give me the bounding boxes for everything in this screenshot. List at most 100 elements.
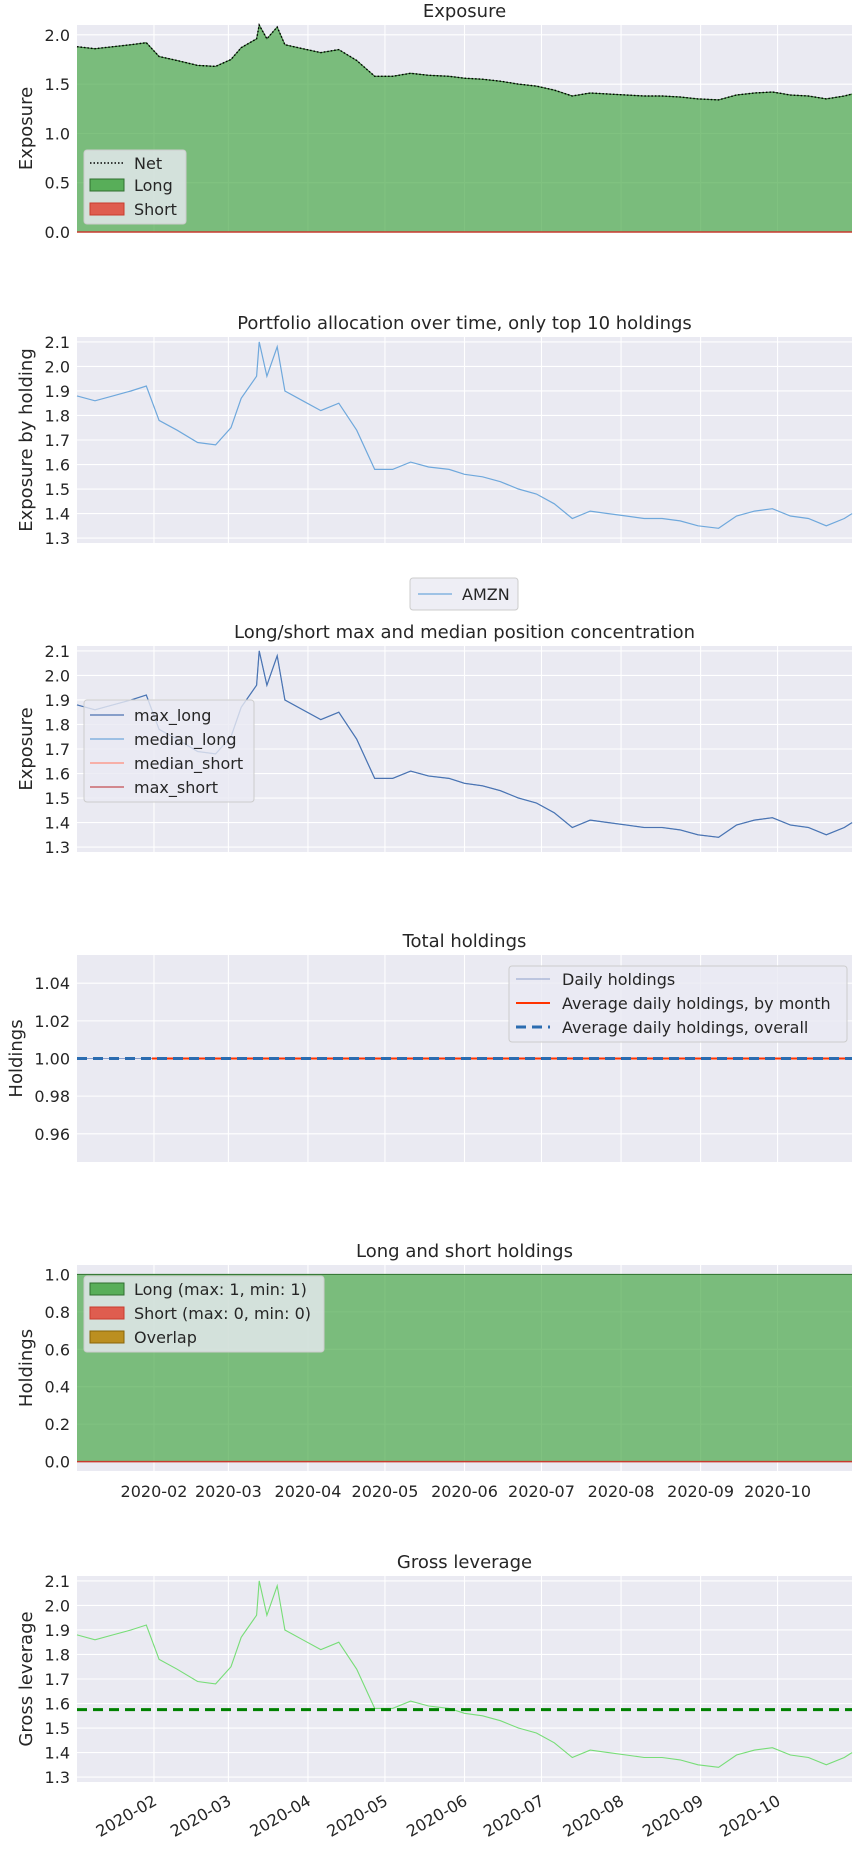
long_short_holdings-ytick-label: 0.2	[45, 1415, 70, 1434]
gross-leverage-xtick-label: 2020-04	[247, 1791, 314, 1841]
long_short_holdings-title: Long and short holdings	[356, 1241, 573, 1262]
total_holdings-axes: 0.96 0.98 1.00 1.02 1.04 Total holdings Holdin…	[6, 931, 852, 1162]
gross_leverage-ytick-label: 2.0	[45, 1596, 70, 1615]
gross-leverage-xtick-label: 2020-03	[167, 1791, 234, 1841]
long-short-xtick-label: 2020-07	[508, 1482, 575, 1501]
legend-total-holdings-label: Average daily holdings, by month	[562, 994, 831, 1013]
gross_leverage-ytick-label: 1.3	[45, 1768, 70, 1787]
long-short-xtick-label: 2020-10	[744, 1482, 811, 1501]
concentration-ytick-label: 1.6	[45, 765, 70, 784]
legend-total-holdings-label: Average daily holdings, overall	[562, 1018, 808, 1037]
legend-holdings-swatch	[89, 1282, 125, 1296]
allocation-ytick-label: 1.3	[45, 529, 70, 548]
total_holdings-ytick-label: 1.04	[34, 974, 70, 993]
gross-leverage-line	[76, 1580, 853, 1768]
exposure-axes: 0.0 0.5 1.0 1.5 2.0 Exposure Exposure Net Long Sh…	[16, 1, 853, 242]
allocation-ytick-label: 1.9	[45, 382, 70, 401]
concentration-axes: 1.3 1.4 1.5 1.6 1.7 1.8 1.9 2.0 2.1 Long/short ma…	[16, 622, 853, 857]
legend-long-swatch	[89, 178, 125, 192]
legend-amzn-label: AMZN	[462, 585, 510, 604]
legend-holdings-swatch	[89, 1306, 125, 1320]
legend-short-label: Short	[134, 200, 177, 219]
gross_leverage-ytick-label: 1.7	[45, 1670, 70, 1689]
long-exposure-area	[77, 25, 852, 232]
concentration-legend: max_long median_long median_short max_short	[83, 699, 255, 803]
long-short-xtick-label: 2020-06	[431, 1482, 498, 1501]
gross-leverage-xtick-label: 2020-07	[480, 1791, 547, 1841]
concentration-ytick-label: 1.3	[45, 838, 70, 857]
gross-leverage-xtick-label: 2020-10	[716, 1791, 783, 1841]
long_short_holdings-ytick-label: 0.8	[45, 1303, 70, 1322]
legend-max_short-label: max_short	[134, 778, 218, 798]
allocation-ytick-label: 2.0	[45, 357, 70, 376]
long_short_holdings-ytick-label: 0.4	[45, 1378, 70, 1397]
gross_leverage-title: Gross leverage	[397, 1552, 532, 1573]
exposure-title: Exposure	[423, 1, 506, 22]
exposure-ylabel: Exposure	[16, 87, 37, 170]
legend-box	[83, 699, 255, 803]
allocation-ytick-label: 1.5	[45, 480, 70, 499]
gross_leverage-ylabel: Gross leverage	[16, 1611, 37, 1746]
exposure-ytick-label: 1.0	[45, 124, 70, 143]
long-short-xtick-label: 2020-05	[352, 1482, 419, 1501]
gross_leverage-axes: 1.3 1.4 1.5 1.6 1.7 1.8 1.9 2.0 2.1 Gross leverag…	[16, 1552, 853, 1841]
legend-box	[508, 965, 848, 1043]
gross-leverage-xtick-label: 2020-09	[639, 1791, 706, 1841]
allocation-axes: 1.3 1.4 1.5 1.6 1.7 1.8 1.9 2.0 2.1 Portfolio all…	[16, 313, 853, 611]
allocation-ytick-label: 1.7	[45, 431, 70, 450]
amzn-allocation-line	[76, 341, 853, 529]
allocation-ytick-label: 2.1	[45, 333, 70, 352]
concentration-ylabel: Exposure	[16, 707, 37, 790]
gross_leverage-ytick-label: 1.4	[45, 1744, 70, 1763]
legend-box	[409, 577, 519, 611]
allocation-ytick-label: 1.8	[45, 406, 70, 425]
total_holdings-title: Total holdings	[402, 931, 527, 952]
gross-leverage-xtick-label: 2020-06	[403, 1791, 470, 1841]
total_holdings-ylabel: Holdings	[6, 1019, 27, 1097]
concentration-ytick-label: 1.4	[45, 814, 70, 833]
legend-net-label: Net	[134, 154, 162, 173]
exposure-ytick-label: 0.0	[45, 223, 70, 242]
legend-holdings-label: Overlap	[134, 1328, 197, 1347]
legend-long-label: Long	[134, 176, 173, 195]
long-short-xtick-label: 2020-09	[667, 1482, 734, 1501]
allocation-ytick-label: 1.4	[45, 505, 70, 524]
exposure-ytick-label: 1.5	[45, 75, 70, 94]
gross-leverage-xtick-label: 2020-02	[93, 1791, 160, 1841]
allocation-legend: AMZN	[409, 577, 519, 611]
long_short_holdings-axes: 0.0 0.2 0.4 0.6 0.8 1.0 Long and short holding…	[16, 1241, 852, 1501]
gross_leverage-ytick-label: 1.9	[45, 1621, 70, 1640]
total_holdings-ytick-label: 0.98	[34, 1087, 70, 1106]
long-short-xtick-label: 2020-03	[195, 1482, 262, 1501]
concentration-ytick-label: 1.7	[45, 740, 70, 759]
long-short-legend: Long (max: 1, min: 1) Short (max: 0, min:…	[83, 1275, 325, 1353]
long_short_holdings-ytick-label: 0.0	[45, 1453, 70, 1472]
gross_leverage-ytick-label: 1.6	[45, 1695, 70, 1714]
allocation-ytick-label: 1.6	[45, 456, 70, 475]
long_short_holdings-ytick-label: 1.0	[45, 1265, 70, 1284]
allocation-title: Portfolio allocation over time, only top…	[237, 313, 692, 334]
long_short_holdings-ylabel: Holdings	[16, 1329, 37, 1407]
concentration-ytick-label: 1.8	[45, 715, 70, 734]
concentration-ytick-label: 2.0	[45, 666, 70, 685]
legend-max_long-label: max_long	[134, 706, 211, 726]
gross-leverage-xtick-label: 2020-05	[324, 1791, 391, 1841]
total_holdings-ytick-label: 0.96	[34, 1125, 70, 1144]
exposure-ytick-label: 0.5	[45, 174, 70, 193]
legend-holdings-label: Long (max: 1, min: 1)	[134, 1280, 307, 1299]
long-short-xtick-label: 2020-08	[588, 1482, 655, 1501]
long_short_holdings-ytick-label: 0.6	[45, 1340, 70, 1359]
legend-holdings-swatch	[89, 1330, 125, 1344]
legend-median_short-label: median_short	[134, 754, 243, 774]
net-exposure-line	[76, 22, 853, 101]
exposure-ytick-label: 2.0	[45, 26, 70, 45]
concentration-ytick-label: 1.5	[45, 789, 70, 808]
total-holdings-legend: Daily holdings Average daily holdings, by…	[508, 965, 848, 1043]
allocation-ylabel: Exposure by holding	[16, 348, 37, 532]
legend-holdings-label: Short (max: 0, min: 0)	[134, 1304, 311, 1323]
gross-leverage-xtick-label: 2020-08	[560, 1791, 627, 1841]
gross_leverage-ytick-label: 1.8	[45, 1645, 70, 1664]
gross_leverage-ytick-label: 2.1	[45, 1572, 70, 1591]
total_holdings-ytick-label: 1.00	[34, 1050, 70, 1069]
